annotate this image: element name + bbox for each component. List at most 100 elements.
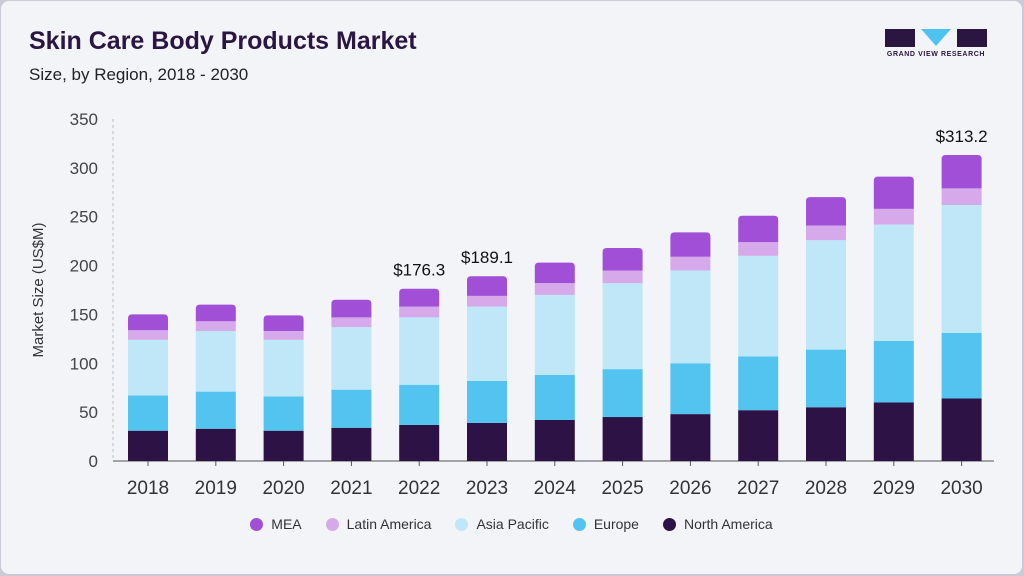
bar-segment-europe-2027 bbox=[738, 356, 779, 411]
data-label-2023: $189.1 bbox=[461, 248, 513, 267]
x-tick-label-2026: 2026 bbox=[669, 478, 711, 499]
x-tick-label-2023: 2023 bbox=[466, 478, 508, 499]
bar-segment-latin-america-2026 bbox=[670, 256, 711, 271]
bar-segment-mea-2026 bbox=[670, 232, 711, 257]
bar-segment-asia-pacific-2020 bbox=[263, 339, 304, 397]
bar-segment-mea-2019 bbox=[195, 304, 236, 322]
bar-segment-asia-pacific-2024 bbox=[534, 294, 575, 376]
bar-segment-europe-2021 bbox=[331, 389, 372, 428]
chart-axes: 0 50 100 150 200 250 300 350 Market Size (US$M) 2… bbox=[30, 110, 994, 499]
legend-label: Asia Pacific bbox=[476, 516, 549, 532]
y-tick-label: 350 bbox=[70, 110, 98, 129]
y-tick-label: 200 bbox=[70, 257, 98, 276]
data-label-2030: $313.2 bbox=[936, 127, 988, 146]
bar-segment-latin-america-2028 bbox=[806, 225, 846, 241]
x-tick-label-2027: 2027 bbox=[737, 478, 779, 499]
bar-segment-north-america-2022 bbox=[399, 424, 440, 461]
bar-segment-asia-pacific-2023 bbox=[467, 306, 507, 381]
legend-swatch-icon bbox=[662, 517, 676, 531]
y-tick-label: 150 bbox=[70, 305, 98, 324]
bar-segment-europe-2020 bbox=[263, 396, 304, 431]
y-tick-label: 50 bbox=[79, 403, 98, 422]
bar-segment-europe-2022 bbox=[399, 384, 440, 425]
bar-segment-latin-america-2023 bbox=[467, 295, 507, 307]
bar-segment-north-america-2029 bbox=[873, 402, 914, 461]
legend-item-latin-america: Latin America bbox=[325, 516, 431, 532]
bar-segment-mea-2030 bbox=[941, 154, 982, 189]
chart-legend: MEA Latin America Asia Pacific Europe North … bbox=[1, 516, 1022, 532]
y-tick-label: 300 bbox=[70, 159, 98, 178]
chart-bars bbox=[128, 154, 982, 461]
bar-segment-north-america-2024 bbox=[534, 419, 575, 461]
bar-segment-mea-2020 bbox=[263, 315, 304, 332]
bar-segment-mea-2018 bbox=[128, 314, 168, 331]
bar-segment-latin-america-2029 bbox=[873, 208, 914, 225]
bar-segment-north-america-2030 bbox=[941, 398, 982, 461]
bar-segment-north-america-2025 bbox=[602, 417, 643, 461]
bar-segment-latin-america-2022 bbox=[399, 306, 440, 318]
legend-label: North America bbox=[683, 516, 773, 532]
bar-segment-europe-2019 bbox=[195, 391, 236, 429]
bar-segment-north-america-2021 bbox=[331, 427, 372, 461]
bar-segment-north-america-2023 bbox=[467, 422, 507, 461]
x-tick-label-2021: 2021 bbox=[330, 478, 372, 499]
legend-swatch-icon bbox=[250, 517, 264, 531]
bar-segment-north-america-2026 bbox=[670, 414, 711, 461]
bar-segment-europe-2018 bbox=[128, 395, 168, 431]
bar-segment-latin-america-2030 bbox=[941, 188, 982, 205]
bar-segment-europe-2028 bbox=[806, 349, 846, 408]
grand-view-research-logo: GRAND VIEW RESEARCH bbox=[885, 29, 987, 63]
x-tick-label-2022: 2022 bbox=[398, 478, 440, 499]
legend-swatch-icon bbox=[572, 517, 586, 531]
x-tick-label-2018: 2018 bbox=[127, 478, 169, 499]
bar-segment-latin-america-2020 bbox=[263, 331, 304, 340]
legend-swatch-icon bbox=[325, 517, 339, 531]
bar-segment-north-america-2020 bbox=[263, 430, 304, 461]
bar-segment-latin-america-2025 bbox=[602, 270, 643, 284]
bar-segment-asia-pacific-2026 bbox=[670, 270, 711, 364]
bar-segment-north-america-2019 bbox=[195, 428, 236, 461]
bar-segment-mea-2029 bbox=[873, 176, 914, 209]
legend-item-north-america: North America bbox=[662, 516, 773, 532]
bar-segment-europe-2030 bbox=[941, 332, 982, 399]
bar-segment-north-america-2027 bbox=[738, 410, 779, 461]
bar-segment-asia-pacific-2027 bbox=[738, 255, 779, 357]
bar-segment-asia-pacific-2025 bbox=[602, 283, 643, 370]
bar-segment-mea-2025 bbox=[602, 247, 643, 271]
x-tick-label-2030: 2030 bbox=[940, 478, 982, 499]
y-axis-label: Market Size (US$M) bbox=[30, 222, 47, 357]
bar-segment-mea-2028 bbox=[806, 197, 846, 226]
bar-segment-mea-2021 bbox=[331, 299, 372, 318]
chart-labels: $176.3 $189.1 $313.2 bbox=[393, 127, 987, 280]
logo-text: GRAND VIEW RESEARCH bbox=[886, 51, 986, 58]
y-tick-label: 0 bbox=[89, 452, 98, 471]
bar-segment-north-america-2028 bbox=[806, 407, 846, 461]
bar-segment-europe-2029 bbox=[873, 340, 914, 403]
bar-segment-latin-america-2027 bbox=[738, 242, 779, 256]
bar-segment-mea-2022 bbox=[399, 288, 440, 307]
bar-segment-north-america-2018 bbox=[128, 430, 168, 461]
x-tick-label-2029: 2029 bbox=[873, 478, 915, 499]
legend-item-asia-pacific: Asia Pacific bbox=[455, 516, 549, 532]
bar-segment-asia-pacific-2030 bbox=[941, 204, 982, 333]
legend-item-mea: MEA bbox=[250, 516, 302, 532]
bar-segment-asia-pacific-2022 bbox=[399, 317, 440, 385]
bar-segment-mea-2024 bbox=[534, 262, 575, 284]
bar-segment-mea-2027 bbox=[738, 215, 779, 243]
bar-segment-asia-pacific-2029 bbox=[873, 224, 914, 341]
legend-label: MEA bbox=[271, 516, 302, 532]
logo-mark-icon bbox=[885, 29, 987, 47]
bar-segment-latin-america-2019 bbox=[195, 321, 236, 332]
bar-segment-asia-pacific-2021 bbox=[331, 327, 372, 390]
legend-swatch-icon bbox=[455, 517, 469, 531]
x-tick-label-2024: 2024 bbox=[534, 478, 577, 499]
x-tick-label-2020: 2020 bbox=[262, 478, 304, 499]
chart-subtitle: Size, by Region, 2018 - 2030 bbox=[29, 65, 249, 84]
bar-segment-mea-2023 bbox=[467, 276, 507, 296]
bar-segment-europe-2026 bbox=[670, 363, 711, 415]
bar-segment-asia-pacific-2019 bbox=[195, 331, 236, 392]
chart-title: Skin Care Body Products Market bbox=[29, 27, 417, 55]
bar-segment-europe-2025 bbox=[602, 369, 643, 418]
